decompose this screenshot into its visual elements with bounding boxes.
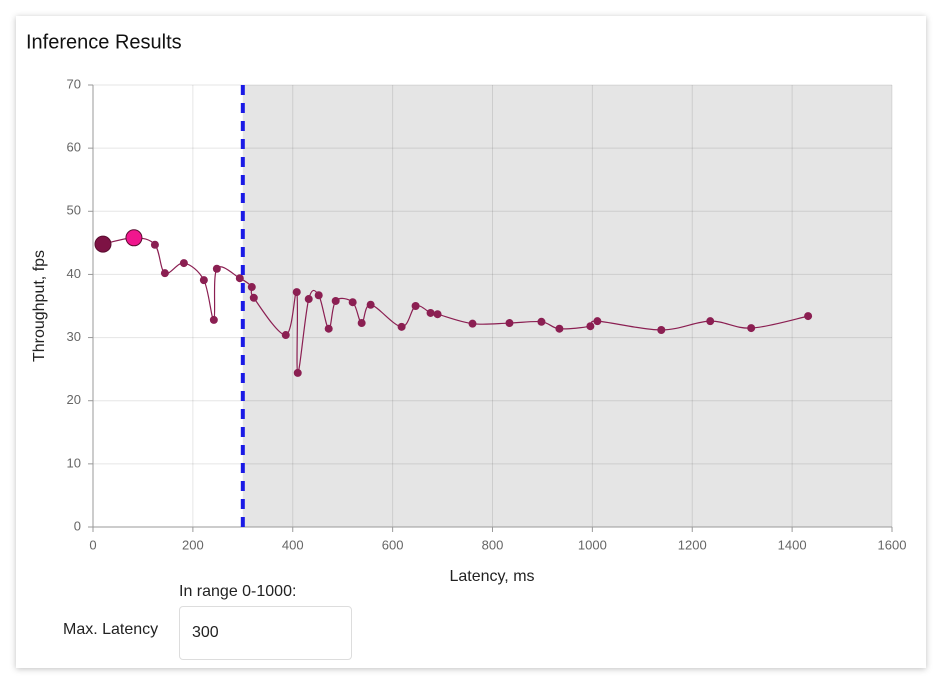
out-of-range-shade [242,85,892,527]
point [366,300,375,309]
point [331,296,340,305]
point [505,319,514,328]
point [209,315,218,324]
point [247,283,256,292]
x-tick-label: 1000 [578,537,607,552]
point [555,324,564,333]
point [281,331,290,340]
y-tick-label: 30 [67,329,81,344]
x-tick-label: 0 [89,537,96,552]
x-tick-label: 400 [282,537,304,552]
point [357,319,366,328]
x-axis-label: Latency, ms [449,568,534,585]
point [249,293,258,302]
point [411,302,420,310]
hint: In range 0-1000: [179,583,297,600]
y-tick-label: 60 [67,140,81,155]
point [397,322,406,331]
point [348,298,357,307]
point [212,264,221,273]
y-tick-label: 20 [67,392,81,407]
y-tick-label: 70 [67,76,81,91]
point [314,291,323,300]
point [199,276,208,285]
point [586,322,595,331]
point [426,308,435,317]
point [537,317,546,326]
point [293,368,302,377]
input-label: Max. Latency [63,621,159,638]
y-tick-label: 10 [67,455,81,470]
y-tick-label: 0 [74,518,81,533]
point [468,319,477,328]
highlight-point [94,235,112,253]
max-latency-input[interactable]: 300 [179,606,352,660]
point [804,312,813,321]
y-tick-label: 50 [67,203,81,218]
point [292,288,301,297]
point [179,259,188,268]
y-tick-label: 40 [67,266,81,281]
x-tick-label: 1200 [678,537,707,552]
y-axis-label: Throughput, fps [31,250,48,362]
point [304,295,313,304]
point [747,324,756,333]
x-tick-label: 600 [382,537,404,552]
highlight-point [125,229,143,247]
x-tick-label: 1600 [878,537,907,552]
point [657,325,666,334]
point [324,324,333,333]
x-tick-label: 800 [482,537,504,552]
title: Inference Results [26,31,182,53]
point [235,274,244,283]
point [706,317,715,326]
point [160,269,169,278]
point [150,240,159,249]
x-tick-label: 200 [182,537,204,552]
point [593,317,602,326]
point [433,310,442,319]
x-tick-label: 1400 [778,537,807,552]
